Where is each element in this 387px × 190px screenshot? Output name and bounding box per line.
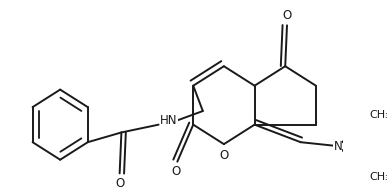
Text: N: N — [333, 140, 342, 153]
Text: O: O — [171, 165, 180, 178]
Text: HN: HN — [160, 114, 178, 127]
Text: O: O — [219, 149, 229, 162]
Text: CH₃: CH₃ — [370, 110, 387, 120]
Text: O: O — [115, 177, 124, 190]
Text: O: O — [283, 9, 292, 22]
Text: CH₃: CH₃ — [370, 172, 387, 182]
